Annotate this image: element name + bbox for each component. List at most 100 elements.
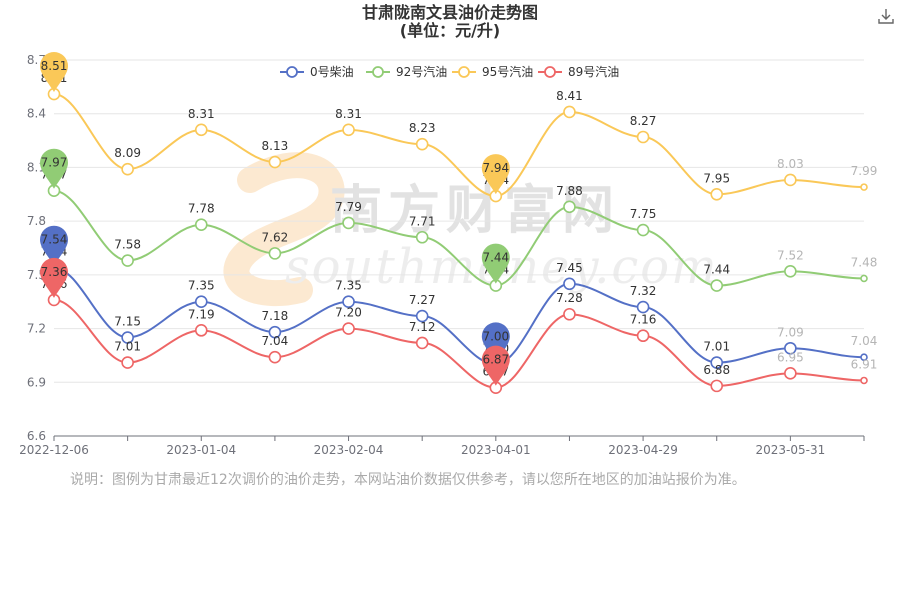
data-point[interactable] <box>784 173 797 187</box>
data-label: 7.32 <box>630 284 657 298</box>
data-label: 7.15 <box>114 315 141 329</box>
data-point[interactable] <box>636 329 650 343</box>
data-label: 7.58 <box>114 238 141 252</box>
data-point[interactable] <box>342 216 355 230</box>
data-point[interactable] <box>563 277 576 291</box>
data-point[interactable] <box>636 300 650 314</box>
data-point[interactable] <box>710 187 724 201</box>
data-point[interactable] <box>636 223 650 237</box>
data-point[interactable] <box>415 137 429 151</box>
data-point[interactable] <box>784 264 797 278</box>
legend-marker <box>286 66 298 78</box>
data-label: 8.09 <box>114 146 141 160</box>
data-point[interactable] <box>121 162 134 176</box>
y-tick-label: 8.4 <box>27 107 46 121</box>
data-label: 7.62 <box>262 230 289 244</box>
download-icon[interactable] <box>876 6 896 26</box>
data-label: 7.18 <box>262 309 289 323</box>
data-label: 7.04 <box>262 334 289 348</box>
data-point[interactable] <box>121 331 134 344</box>
data-label: 8.13 <box>262 139 289 153</box>
y-tick-label: 6.9 <box>27 375 46 389</box>
data-label: 7.44 <box>703 263 730 277</box>
value-pin: 7.00 <box>481 322 510 363</box>
data-point[interactable] <box>415 230 429 244</box>
data-point[interactable] <box>194 218 208 232</box>
pin-shape <box>40 148 68 189</box>
data-label: 7.99 <box>851 164 878 178</box>
data-point[interactable] <box>563 200 576 214</box>
data-point[interactable] <box>563 105 576 119</box>
data-point[interactable] <box>784 341 797 355</box>
data-point[interactable] <box>710 379 724 393</box>
data-label: 7.35 <box>335 279 362 293</box>
pin-label: 7.97 <box>41 156 68 170</box>
line-chart: 南方财富网 southmoney.com 6.66.97.27.57.88.18… <box>19 52 878 457</box>
data-point[interactable] <box>194 123 208 137</box>
data-point[interactable] <box>342 322 355 335</box>
data-point[interactable] <box>268 247 282 260</box>
pin-shape <box>481 345 510 386</box>
legend-label: 0号柴油 <box>310 65 354 79</box>
legend-label: 89号汽油 <box>568 64 619 79</box>
data-label: 7.95 <box>703 171 730 185</box>
x-tick-label: 2022-12-06 <box>19 443 89 457</box>
data-label: 8.31 <box>188 107 215 121</box>
data-label: 7.01 <box>114 340 141 354</box>
data-point[interactable] <box>268 325 282 339</box>
data-point[interactable] <box>121 356 134 369</box>
legend-item[interactable]: 0号柴油 <box>280 65 354 79</box>
data-point[interactable] <box>860 274 868 283</box>
data-label: 7.78 <box>188 202 215 216</box>
data-label: 7.20 <box>335 306 362 320</box>
value-pin: 7.94 <box>481 154 510 195</box>
legend-marker <box>544 66 556 78</box>
data-label: 7.35 <box>188 279 215 293</box>
legend-item[interactable]: 95号汽油 <box>452 64 533 79</box>
data-point[interactable] <box>784 367 797 380</box>
data-point[interactable] <box>710 356 724 369</box>
value-pin: 8.51 <box>40 52 68 93</box>
data-point[interactable] <box>415 309 429 323</box>
series-line <box>53 298 865 389</box>
x-tick-label: 2023-04-29 <box>608 443 678 457</box>
data-label: 7.52 <box>777 248 804 262</box>
data-point[interactable] <box>268 155 282 169</box>
data-point[interactable] <box>268 350 282 364</box>
legend-item[interactable]: 92号汽油 <box>366 64 447 79</box>
data-label: 8.27 <box>630 114 657 128</box>
y-tick-label: 6.6 <box>27 429 46 443</box>
data-label: 8.23 <box>409 121 436 135</box>
legend-marker <box>372 66 384 78</box>
data-point[interactable] <box>342 123 355 137</box>
data-label: 7.19 <box>188 307 215 321</box>
pin-label: 7.54 <box>41 233 68 247</box>
legend-item[interactable]: 89号汽油 <box>538 64 619 79</box>
pin-label: 7.44 <box>482 251 509 265</box>
data-point[interactable] <box>860 376 868 385</box>
chart-subtitle: (单位：元/升) <box>399 21 501 40</box>
data-point[interactable] <box>636 130 650 144</box>
data-label: 7.12 <box>409 320 436 334</box>
data-point[interactable] <box>194 295 208 309</box>
data-label: 7.71 <box>409 214 436 228</box>
data-point[interactable] <box>860 183 868 191</box>
data-point[interactable] <box>194 324 208 337</box>
data-label: 7.16 <box>630 313 657 327</box>
data-point[interactable] <box>710 279 724 292</box>
data-point[interactable] <box>342 295 355 309</box>
pin-label: 7.00 <box>482 329 509 343</box>
legend-marker <box>458 66 470 78</box>
data-point[interactable] <box>415 336 429 350</box>
x-tick-label: 2023-05-31 <box>755 443 825 457</box>
pin-label: 6.87 <box>482 353 509 367</box>
pin-shape <box>40 257 68 298</box>
data-point[interactable] <box>563 307 576 321</box>
data-label: 7.48 <box>851 255 878 269</box>
data-point[interactable] <box>860 353 868 362</box>
data-point[interactable] <box>121 254 134 267</box>
data-label: 7.09 <box>777 325 804 339</box>
legend-label: 92号汽油 <box>396 64 447 79</box>
data-label: 7.01 <box>703 340 730 354</box>
data-label: 7.28 <box>556 291 583 305</box>
